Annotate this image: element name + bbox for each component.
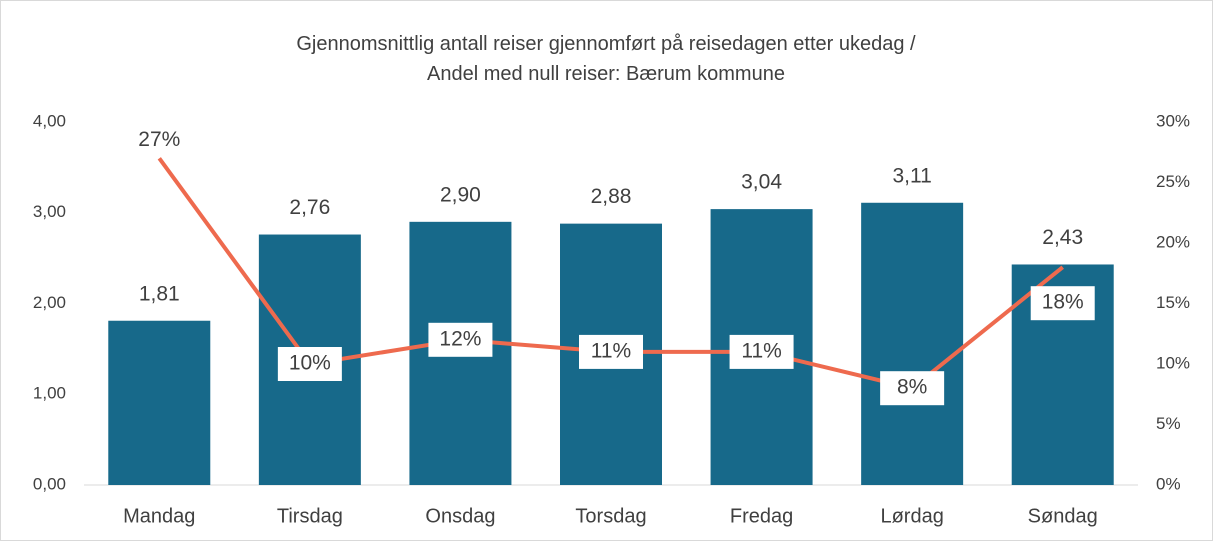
bar — [861, 202, 964, 485]
y-tick-label: 0,00 — [33, 474, 66, 493]
x-tick-label: Lørdag — [880, 505, 943, 527]
y2-tick-label: 25% — [1156, 172, 1190, 191]
bar — [108, 320, 211, 485]
bar-value-label: 2,90 — [440, 183, 481, 206]
y2-tick-label: 30% — [1156, 111, 1190, 130]
line-label-box — [729, 334, 794, 369]
bar-value-label: 2,43 — [1042, 226, 1083, 249]
line-value-label: 10% — [289, 352, 331, 375]
line-value-label: 11% — [591, 339, 631, 362]
y-tick-label: 4,00 — [33, 111, 66, 130]
y-tick-label: 2,00 — [33, 293, 66, 312]
bar-value-label: 3,04 — [741, 171, 782, 194]
bar-value-label: 2,88 — [591, 185, 632, 208]
line-label-box — [277, 347, 342, 381]
y-tick-label: 3,00 — [33, 202, 66, 221]
chart-title: Gjennomsnittlig antall reiser gjennomfør… — [296, 33, 916, 85]
line-label-box — [428, 322, 493, 357]
line-value-label: 12% — [439, 327, 481, 350]
line-label-box — [880, 371, 945, 406]
x-tick-label: Tirsdag — [277, 505, 343, 527]
line-value-label: 11% — [741, 339, 781, 362]
x-tick-label: Mandag — [123, 505, 195, 527]
y2-tick-label: 0% — [1156, 474, 1181, 493]
x-tick-label: Onsdag — [425, 505, 495, 527]
x-tick-label: Torsdag — [575, 505, 646, 527]
y2-tick-label: 5% — [1156, 414, 1181, 433]
y2-tick-label: 10% — [1156, 353, 1190, 372]
bar-value-label: 2,76 — [289, 196, 330, 219]
line-label-box — [1030, 286, 1095, 321]
line-label-box — [579, 334, 643, 369]
x-tick-label: Søndag — [1028, 505, 1098, 527]
bar-value-label: 3,11 — [892, 164, 931, 187]
y2-tick-label: 15% — [1156, 293, 1190, 312]
y-tick-label: 1,00 — [33, 384, 66, 403]
y2-tick-label: 20% — [1156, 232, 1190, 251]
line-value-label: 8% — [897, 376, 927, 399]
x-tick-label: Fredag — [730, 505, 793, 527]
line-value-label: 27% — [138, 128, 180, 151]
line-value-label: 18% — [1042, 291, 1084, 314]
bar-value-label: 1,81 — [139, 282, 180, 305]
